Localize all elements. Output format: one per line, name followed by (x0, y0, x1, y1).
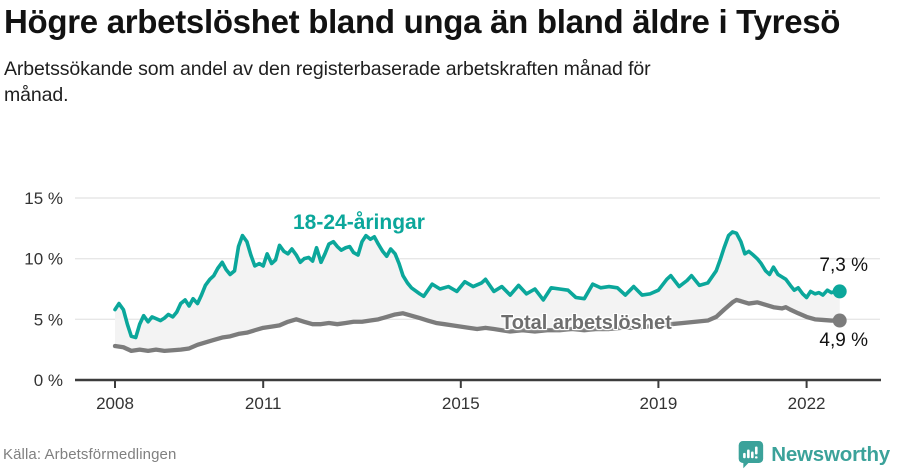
newsworthy-logo: Newsworthy (737, 440, 890, 469)
newsworthy-pin-barchart-icon (737, 440, 764, 469)
chart-title: Högre arbetslöshet bland unga än bland ä… (4, 3, 841, 40)
source-note: Källa: Arbetsförmedlingen (3, 446, 177, 463)
chart-area: 2008 2011 2015 2019 2022 0 % 5 % 10 % 15 % 18-24… (0, 178, 900, 423)
chart-canvas: 2008 2011 2015 2019 2022 0 % 5 % 10 % 15 % (24, 189, 881, 413)
end-value-young: 7,3 % (819, 255, 868, 276)
svg-text:2015: 2015 (442, 394, 480, 413)
svg-text:5 %: 5 % (34, 310, 63, 329)
newsworthy-wordmark: Newsworthy (771, 442, 890, 466)
svg-text:2019: 2019 (639, 394, 677, 413)
svg-text:2011: 2011 (245, 394, 282, 413)
series-label-young: 18-24-åringar (293, 211, 425, 234)
svg-text:10 %: 10 % (24, 250, 63, 269)
svg-text:15 %: 15 % (24, 189, 63, 208)
svg-text:2022: 2022 (788, 394, 826, 413)
end-value-total: 4,9 % (819, 330, 868, 351)
svg-text:0 %: 0 % (34, 371, 63, 390)
svg-text:2008: 2008 (96, 394, 134, 413)
chart-header: Högre arbetslöshet bland unga än bland ä… (4, 2, 884, 108)
series-label-total: Total arbetslöshet (501, 312, 672, 334)
chart-subtitle: Arbetssökande som andel av den registerb… (4, 57, 651, 107)
